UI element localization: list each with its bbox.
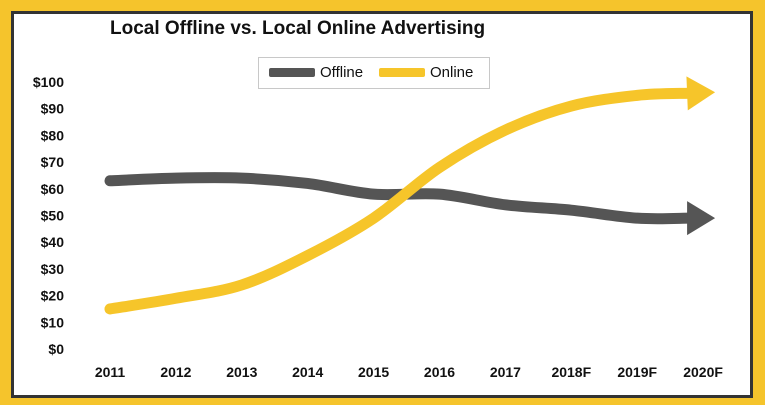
series-arrowhead-offline xyxy=(687,201,716,236)
y-tick-label: $10 xyxy=(41,314,65,330)
legend-swatch-offline xyxy=(269,68,315,77)
y-tick-label: $70 xyxy=(41,154,65,170)
y-tick-label: $100 xyxy=(33,74,64,90)
legend-item-online: Online xyxy=(379,64,473,81)
y-tick-label: $50 xyxy=(41,208,65,224)
chart-legend: Offline Online xyxy=(258,57,490,89)
series-line-online xyxy=(104,87,695,315)
legend-label-offline: Offline xyxy=(320,64,364,81)
series-arrowhead-online xyxy=(686,76,716,111)
x-tick-label: 2018F xyxy=(551,364,591,380)
y-tick-label: $90 xyxy=(41,101,65,117)
x-tick-label: 2019F xyxy=(617,364,657,380)
x-tick-label: 2013 xyxy=(226,364,257,380)
x-tick-label: 2016 xyxy=(424,364,455,380)
x-tick-label: 2015 xyxy=(358,364,389,380)
y-tick-label: $0 xyxy=(48,341,64,357)
y-tick-label: $40 xyxy=(41,234,65,250)
x-tick-label: 2011 xyxy=(95,364,126,380)
x-tick-label: 2014 xyxy=(292,364,323,380)
y-tick-label: $60 xyxy=(41,181,65,197)
x-tick-label: 2020F xyxy=(683,364,723,380)
legend-label-online: Online xyxy=(430,64,474,81)
chart-title: Local Offline vs. Local Online Advertisi… xyxy=(110,18,486,39)
y-tick-label: $80 xyxy=(41,127,65,143)
x-tick-label: 2012 xyxy=(160,364,191,380)
y-tick-label: $20 xyxy=(41,288,65,304)
x-tick-label: 2017 xyxy=(490,364,521,380)
y-tick-label: $30 xyxy=(41,261,65,277)
legend-swatch-online xyxy=(379,68,425,77)
legend-item-offline: Offline xyxy=(269,64,363,81)
